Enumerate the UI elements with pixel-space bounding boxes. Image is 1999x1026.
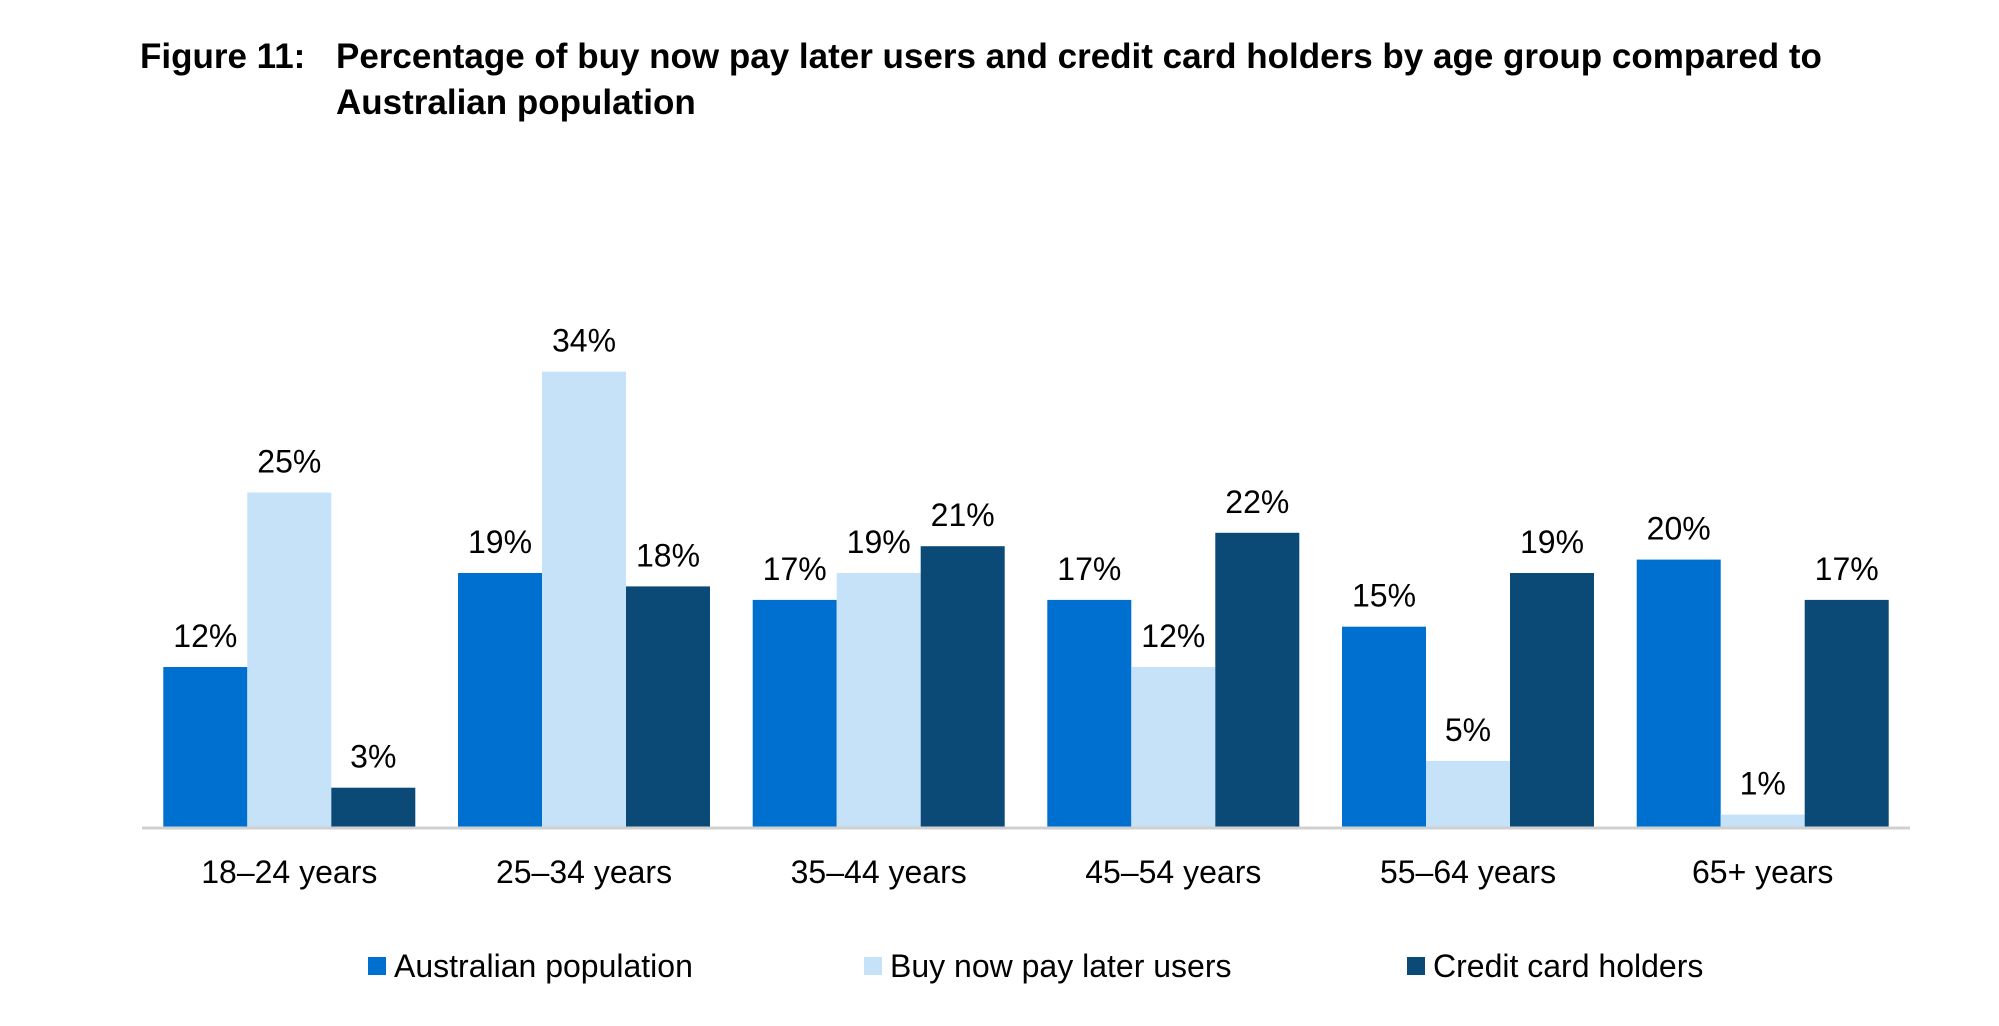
value-label-bnpl-users-5: 5%: [1445, 712, 1491, 748]
bar-credit-card-holders-1: [331, 787, 416, 828]
value-label-australian-population-4: 17%: [1057, 551, 1121, 587]
value-label-bnpl-users-2: 34%: [552, 323, 616, 359]
legend: Australian population Buy now pay later …: [0, 944, 1999, 988]
bar-bnpl-users-5: [1426, 760, 1510, 828]
value-label-credit-card-holders-5: 19%: [1520, 524, 1584, 560]
value-label-australian-population-5: 15%: [1352, 578, 1416, 614]
bar-bnpl-users-6: [1720, 814, 1805, 828]
value-label-credit-card-holders-3: 21%: [931, 497, 995, 533]
bar-credit-card-holders-5: [1510, 573, 1594, 828]
value-label-bnpl-users-6: 1%: [1740, 766, 1786, 802]
figure-title: Percentage of buy now pay later users an…: [336, 37, 1822, 122]
value-label-group: 12% 25% 3% 19% 34% 18% 17% 19% 21% 17% 12% 22% 15% 5%…: [173, 323, 1878, 802]
bar-australian-population-4: [1047, 599, 1132, 828]
bar-australian-population-5: [1342, 626, 1426, 828]
bar-bnpl-users-1: [247, 492, 332, 828]
legend-label-australian-population: Australian population: [394, 947, 693, 984]
legend-item-bnpl-users: Buy now pay later users: [864, 944, 1232, 988]
value-label-credit-card-holders-6: 17%: [1815, 551, 1879, 587]
legend-label-credit-card-holders: Credit card holders: [1433, 947, 1704, 984]
value-label-bnpl-users-3: 19%: [847, 524, 911, 560]
value-label-credit-card-holders-4: 22%: [1225, 484, 1289, 520]
category-label-5: 55–64 years: [1380, 854, 1556, 890]
bar-australian-population-2: [458, 573, 542, 828]
value-label-australian-population-3: 17%: [763, 551, 827, 587]
value-label-credit-card-holders-2: 18%: [636, 537, 700, 573]
category-label-6: 65+ years: [1692, 854, 1833, 890]
bar-bnpl-users-2: [542, 371, 626, 828]
category-label-4: 45–54 years: [1085, 854, 1261, 890]
bar-australian-population-6: [1636, 559, 1721, 828]
bar-bnpl-users-4: [1131, 667, 1216, 828]
category-label-2: 25–34 years: [496, 854, 672, 890]
category-label-1: 18–24 years: [201, 854, 377, 890]
value-label-bnpl-users-4: 12%: [1141, 618, 1205, 654]
category-label-group: 18–24 years 25–34 years 35–44 years 45–54 y…: [201, 854, 1833, 890]
legend-item-australian-population: Australian population: [368, 944, 693, 988]
bar-australian-population-1: [163, 667, 248, 828]
chart-title: Figure 11: Percentage of buy now pay lat…: [140, 34, 1836, 126]
bar-australian-population-3: [752, 599, 837, 828]
legend-swatch-credit-card-holders: [1407, 957, 1425, 975]
value-label-australian-population-6: 20%: [1647, 511, 1711, 547]
bar-credit-card-holders-3: [920, 546, 1005, 828]
bar-credit-card-holders-2: [626, 586, 710, 828]
value-label-credit-card-holders-1: 3%: [350, 739, 396, 775]
legend-item-credit-card-holders: Credit card holders: [1407, 944, 1703, 988]
bar-credit-card-holders-6: [1804, 599, 1889, 828]
legend-swatch-bnpl-users: [864, 957, 882, 975]
bar-bnpl-users-3: [836, 573, 921, 828]
bar-credit-card-holders-4: [1215, 532, 1300, 828]
category-label-3: 35–44 years: [791, 854, 967, 890]
bar-chart: 12% 25% 3% 19% 34% 18% 17% 19% 21% 17% 12% 22% 15% 5%…: [142, 323, 1910, 890]
figure-label: Figure 11:: [140, 37, 306, 76]
value-label-australian-population-2: 19%: [468, 524, 532, 560]
legend-label-bnpl-users: Buy now pay later users: [890, 947, 1232, 984]
value-label-australian-population-1: 12%: [173, 618, 237, 654]
value-label-bnpl-users-1: 25%: [257, 444, 321, 480]
legend-swatch-australian-population: [368, 957, 386, 975]
bar-group: [163, 371, 1889, 828]
